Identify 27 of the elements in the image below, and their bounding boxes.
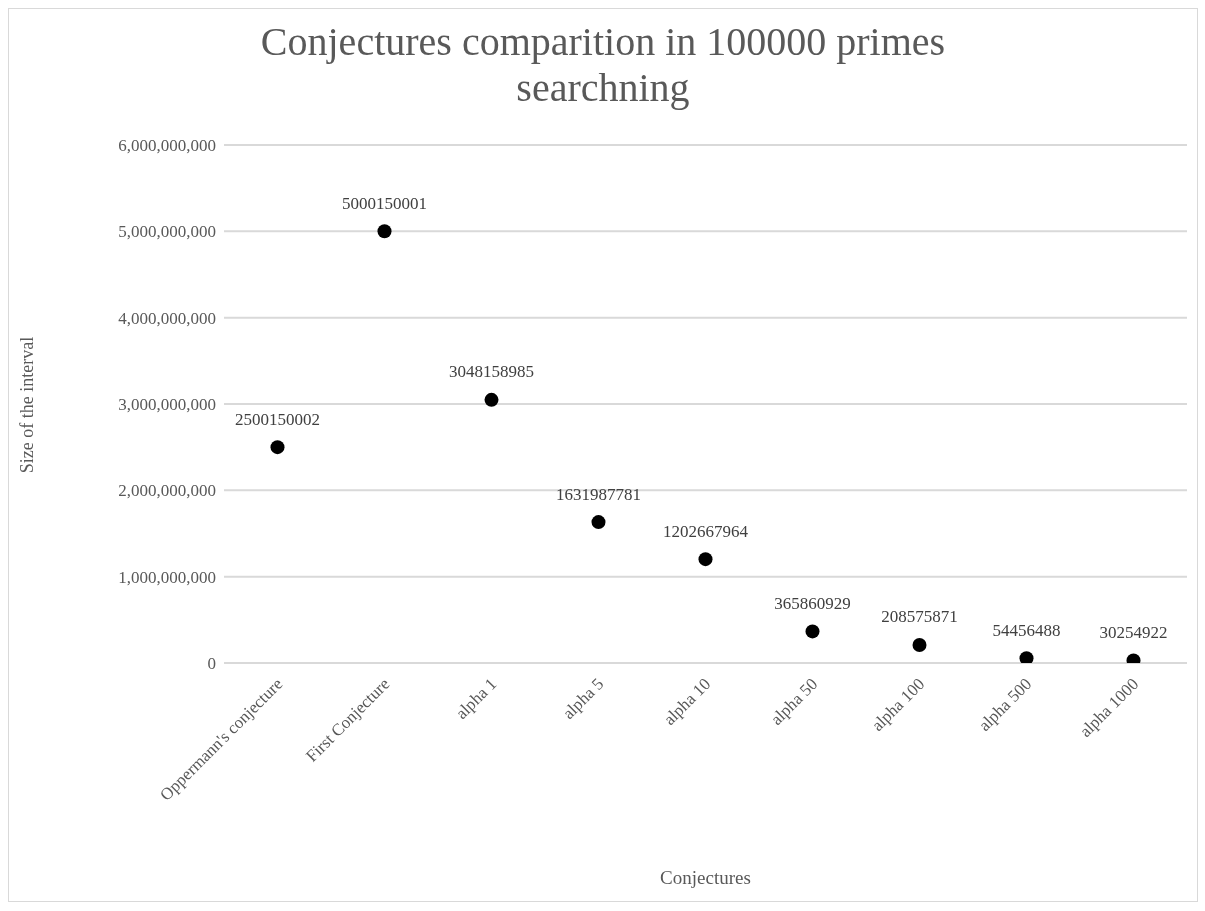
data-label: 54456488 bbox=[992, 620, 1061, 640]
point bbox=[912, 637, 927, 652]
point bbox=[484, 392, 499, 407]
y-axis-title: Size of the interval bbox=[16, 336, 38, 474]
x-axis-title: Conjectures bbox=[659, 867, 752, 889]
y-tick-label: 3,000,000,000 bbox=[118, 395, 216, 415]
y-tick-label: 2,000,000,000 bbox=[118, 481, 216, 501]
y-tick-label: 0 bbox=[207, 654, 216, 674]
data-label: 2500150002 bbox=[235, 409, 320, 429]
data-label: 3048158985 bbox=[449, 362, 534, 382]
y-tick-label: 1,000,000,000 bbox=[118, 567, 216, 587]
point bbox=[698, 552, 713, 567]
data-label: 30254922 bbox=[1099, 622, 1168, 642]
y-tick-label: 5,000,000,000 bbox=[118, 222, 216, 242]
y-tick-label: 6,000,000,000 bbox=[118, 136, 216, 156]
data-label: 365860929 bbox=[774, 593, 851, 613]
chart-title: Conjectures comparition in 100000 primes searchning bbox=[259, 19, 947, 111]
data-label: 1631987781 bbox=[556, 484, 641, 504]
data-label: 1202667964 bbox=[663, 521, 749, 541]
point bbox=[1019, 651, 1034, 663]
point bbox=[591, 515, 606, 530]
y-tick-label: 4,000,000,000 bbox=[118, 308, 216, 328]
point bbox=[805, 624, 820, 639]
point bbox=[377, 224, 392, 239]
data-label: 208575871 bbox=[881, 607, 958, 627]
data-label: 5000150001 bbox=[342, 193, 427, 213]
point bbox=[270, 440, 285, 455]
